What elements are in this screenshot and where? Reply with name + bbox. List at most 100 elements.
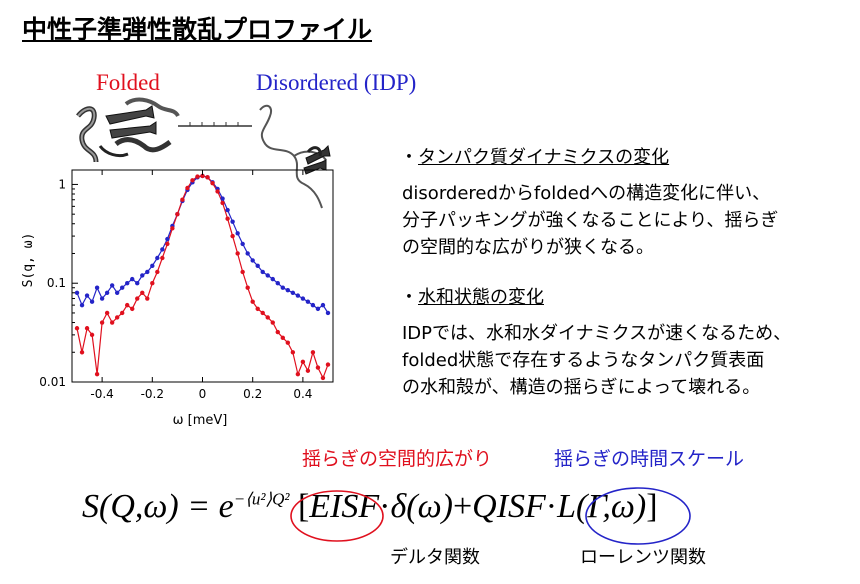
series-point-1 xyxy=(79,350,85,355)
series-line-1 xyxy=(76,175,329,380)
equation-dot: · xyxy=(545,488,558,525)
series-point-1 xyxy=(160,255,165,261)
series-point-1 xyxy=(145,296,150,301)
series-point-1 xyxy=(125,302,130,308)
page-title: 中性子準弾性散乱プロファイル xyxy=(22,15,373,44)
series-point-0 xyxy=(250,258,255,263)
series-point-0 xyxy=(260,269,265,275)
series-point-0 xyxy=(310,302,316,308)
series-point-0 xyxy=(245,251,250,256)
y-tick-label: 0.1 xyxy=(47,276,66,290)
folded-label: Folded xyxy=(96,70,160,95)
equation-delta: δ(ω) xyxy=(390,488,453,525)
equation-close-bracket: ] xyxy=(646,488,658,525)
series-point-1 xyxy=(135,296,140,301)
series-point-1 xyxy=(210,180,215,186)
series-point-1 xyxy=(315,365,321,370)
series-point-0 xyxy=(79,302,85,308)
series-point-0 xyxy=(155,255,160,261)
series-point-1 xyxy=(295,371,301,377)
series-point-0 xyxy=(285,287,291,293)
series-point-0 xyxy=(235,231,240,236)
series-point-1 xyxy=(205,175,210,180)
section-body-dynamics: disorderedからfoldedへの構造変化に伴い、 分子パッキングが強くな… xyxy=(402,180,778,261)
series-point-0 xyxy=(74,290,80,295)
series-point-0 xyxy=(280,285,286,290)
series-point-1 xyxy=(109,320,115,325)
y-tick-label: 1 xyxy=(58,177,66,191)
series-point-1 xyxy=(170,226,175,231)
series-point-1 xyxy=(94,371,100,377)
series-point-1 xyxy=(275,329,280,335)
series-point-1 xyxy=(255,306,260,312)
series-point-0 xyxy=(160,247,165,252)
series-point-0 xyxy=(305,299,311,304)
equation-qisf: QISF xyxy=(472,488,546,525)
series-point-1 xyxy=(300,359,306,365)
series-point-0 xyxy=(150,263,155,269)
series-point-1 xyxy=(195,174,200,179)
scale-ruler xyxy=(178,122,252,127)
series-point-0 xyxy=(94,285,100,290)
equation-dot: · xyxy=(379,488,391,525)
series-point-1 xyxy=(225,216,230,221)
x-axis-label: ω [meV] xyxy=(173,413,228,428)
series-point-1 xyxy=(250,299,255,304)
series-point-0 xyxy=(89,299,95,304)
section-heading-hydration: ・水和状態の変化 xyxy=(400,283,544,309)
series-point-1 xyxy=(104,310,110,316)
series-point-0 xyxy=(145,269,150,275)
series-point-0 xyxy=(84,293,90,298)
series-point-1 xyxy=(114,315,120,320)
series-point-1 xyxy=(74,326,80,331)
series-point-0 xyxy=(125,281,130,286)
folded-protein-illustration xyxy=(76,97,180,163)
series-point-1 xyxy=(305,368,311,373)
series-point-1 xyxy=(290,350,296,355)
series-point-0 xyxy=(225,207,230,213)
spatial-annotation: 揺らぎの空間的広がり xyxy=(302,448,493,470)
series-point-1 xyxy=(119,310,125,316)
x-tick-label: 0 xyxy=(199,387,207,401)
section-body-hydration: IDPでは、水和水ダイナミクスが速くなるため、 folded状態で存在するような… xyxy=(402,320,791,401)
series-point-1 xyxy=(130,306,135,312)
x-tick-label: 0.2 xyxy=(243,387,262,401)
x-tick-label: 0.4 xyxy=(293,387,312,401)
series-point-1 xyxy=(150,281,155,286)
body-line: の水和殻が、構造の揺らぎによって壊れる。 xyxy=(402,377,761,398)
series-point-0 xyxy=(320,302,326,308)
body-line: の空間的な広がりが狭くなる。 xyxy=(402,237,654,258)
series-point-1 xyxy=(310,350,316,355)
series-point-0 xyxy=(119,285,125,290)
series-point-0 xyxy=(290,290,296,295)
series-point-0 xyxy=(220,196,225,201)
series-point-1 xyxy=(140,290,145,295)
y-tick-label: 0.01 xyxy=(39,375,66,389)
equation-eisf: EISF xyxy=(309,488,380,525)
y-axis-label: S(q, ω) xyxy=(21,233,36,288)
equation-plus: + xyxy=(452,488,473,525)
x-tick-label: -0.2 xyxy=(141,387,164,401)
series-point-0 xyxy=(240,241,245,247)
series-point-1 xyxy=(165,241,170,247)
series-point-1 xyxy=(230,233,235,239)
series-point-1 xyxy=(260,310,265,316)
section-heading-dynamics: ・タンパク質ダイナミクスの変化 xyxy=(400,143,669,169)
series-point-0 xyxy=(265,273,270,278)
body-line: IDPでは、水和水ダイナミクスが速くなるため、 xyxy=(402,323,792,344)
series-point-1 xyxy=(89,332,95,338)
series-point-1 xyxy=(240,269,245,275)
series-point-1 xyxy=(270,320,275,325)
delta-function-label: デルタ関数 xyxy=(390,547,480,568)
series-point-0 xyxy=(325,310,331,316)
series-point-1 xyxy=(99,320,105,325)
plot-area xyxy=(71,169,334,383)
bullet-mark: ・ xyxy=(400,147,418,168)
temporal-annotation: 揺らぎの時間スケール xyxy=(554,448,745,470)
series-point-1 xyxy=(180,197,185,202)
lorentz-function-label: ローレンツ関数 xyxy=(580,547,706,568)
series-point-1 xyxy=(175,211,180,217)
series-point-1 xyxy=(155,269,160,275)
series-point-1 xyxy=(190,178,195,183)
disordered-label: Disordered (IDP) xyxy=(256,70,417,95)
